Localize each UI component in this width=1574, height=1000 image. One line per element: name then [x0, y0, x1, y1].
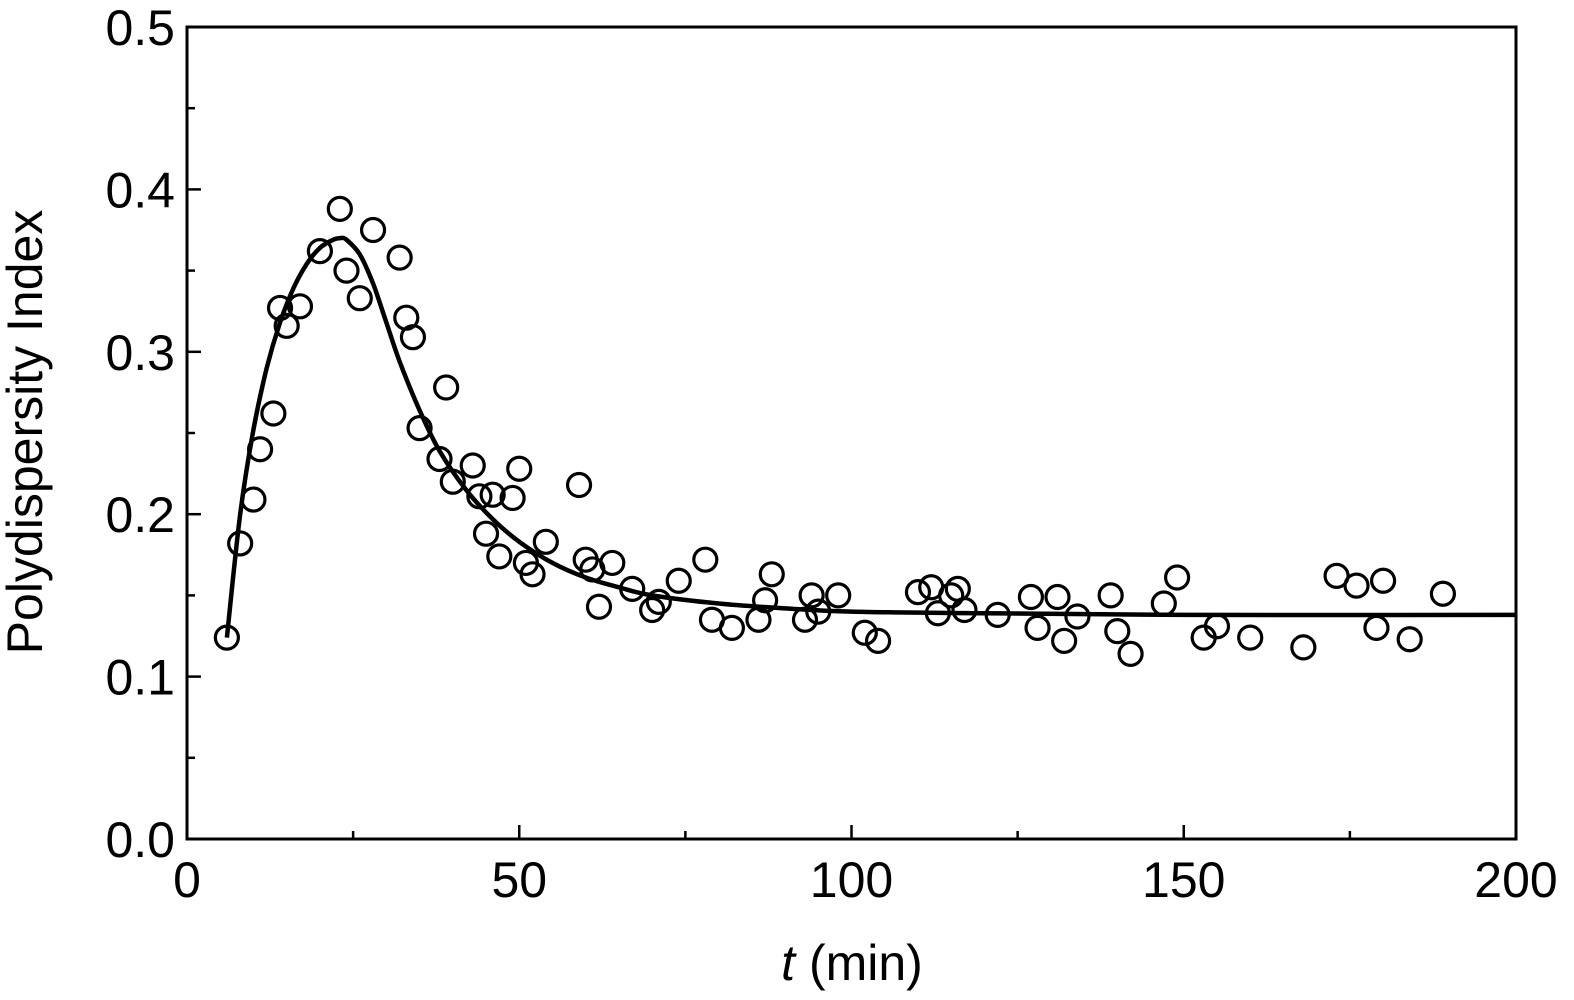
- data-point: [213, 624, 240, 651]
- data-point: [532, 528, 559, 555]
- data-point: [406, 415, 433, 442]
- data-point: [1017, 583, 1045, 611]
- y-axis-title: Polydispersity Index: [0, 210, 53, 655]
- data-point: [565, 471, 593, 499]
- y-tick-label: 0.0: [105, 812, 175, 868]
- data-point: [479, 481, 506, 508]
- data-point: [1429, 580, 1457, 607]
- y-tick-label: 0.3: [105, 325, 175, 381]
- x-tick-label: 0: [173, 852, 201, 908]
- data-point: [333, 257, 360, 284]
- y-tick-label: 0.2: [105, 487, 175, 543]
- data-point: [619, 575, 646, 603]
- data-point: [519, 561, 546, 588]
- data-point: [984, 601, 1011, 628]
- data-point: [506, 455, 533, 482]
- x-axis-title-unit: (min): [795, 935, 923, 991]
- axis-ticks: [185, 25, 1518, 841]
- data-point: [1117, 640, 1144, 667]
- data-point: [260, 400, 287, 427]
- data-point: [266, 294, 294, 322]
- data-point: [1064, 603, 1091, 630]
- data-point: [798, 582, 825, 609]
- x-tick-label: 50: [491, 852, 547, 908]
- data-point: [227, 530, 254, 557]
- data-point: [273, 312, 300, 339]
- data-point: [1164, 564, 1191, 591]
- data-point: [359, 216, 387, 244]
- data-point: [499, 484, 526, 512]
- data-point: [1104, 618, 1131, 645]
- data-point: [645, 588, 672, 615]
- data-point: [1363, 614, 1390, 641]
- data-point: [326, 195, 353, 222]
- data-point: [246, 436, 274, 463]
- data-point: [1369, 567, 1397, 594]
- data-point: [240, 486, 267, 513]
- data-point: [1150, 590, 1177, 617]
- data-point: [904, 579, 932, 606]
- data-point: [439, 468, 466, 495]
- data-point: [346, 285, 373, 312]
- data-point: [459, 452, 486, 479]
- x-axis-title-variable: t: [781, 935, 797, 991]
- data-point: [426, 445, 453, 473]
- data-point: [692, 546, 719, 573]
- data-point: [1051, 627, 1078, 654]
- data-point: [752, 587, 779, 614]
- data-point: [466, 483, 493, 510]
- y-tick-label: 0.1: [105, 650, 175, 706]
- data-point: [951, 596, 978, 624]
- x-tick-label: 100: [810, 852, 893, 908]
- data-point: [938, 582, 965, 609]
- data-point: [399, 324, 427, 351]
- data-point: [599, 549, 626, 577]
- data-point: [1396, 626, 1423, 653]
- data-point: [1203, 613, 1231, 640]
- x-axis-title: t (min): [781, 935, 923, 991]
- data-point: [665, 567, 692, 594]
- data-point: [805, 598, 832, 625]
- data-point: [718, 614, 745, 641]
- data-point: [585, 593, 613, 620]
- data-point: [1024, 614, 1051, 641]
- data-point: [1290, 634, 1317, 661]
- data-point: [386, 244, 413, 271]
- data-point: [433, 374, 460, 401]
- y-tick-label: 0.5: [105, 0, 175, 56]
- fit-curve: [224, 235, 1517, 638]
- data-point: [1044, 583, 1071, 611]
- data-point: [944, 575, 971, 603]
- y-tick-label: 0.4: [105, 162, 175, 218]
- data-point: [825, 582, 852, 609]
- data-point: [924, 600, 951, 627]
- data-point: [1237, 624, 1264, 651]
- x-tick-label: 200: [1474, 852, 1557, 908]
- data-point: [864, 627, 892, 654]
- data-point: [472, 520, 500, 547]
- data-point: [306, 238, 333, 265]
- tick-labels: 0 50 100 150 200 0.0 0.1 0.2 0.3 0.4 0.5: [105, 0, 1557, 908]
- data-point: [286, 293, 314, 320]
- data-point: [791, 606, 819, 633]
- data-point: [851, 619, 878, 646]
- data-markers: [213, 195, 1457, 667]
- data-point: [758, 561, 785, 588]
- data-point: [639, 596, 666, 624]
- data-point: [1343, 572, 1370, 599]
- data-point: [486, 543, 513, 570]
- x-tick-label: 150: [1142, 852, 1225, 908]
- plot-frame: [185, 25, 1518, 841]
- data-point: [1097, 582, 1124, 609]
